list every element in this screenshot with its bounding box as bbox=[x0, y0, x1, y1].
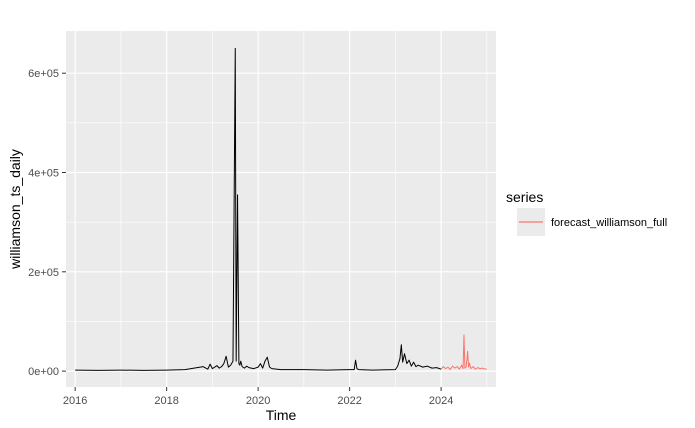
x-tick-label: 2024 bbox=[429, 395, 453, 407]
plot-panel bbox=[66, 31, 496, 387]
major-gridlines bbox=[66, 31, 496, 387]
y-tick-label: 4e+05 bbox=[28, 168, 59, 180]
y-tick-label: 6e+05 bbox=[28, 68, 59, 80]
legend-title: series bbox=[506, 189, 543, 205]
y-tick-label: 2e+05 bbox=[28, 267, 59, 279]
legend-entry-label: forecast_williamson_full bbox=[551, 217, 667, 229]
y-tick-label: 0e+00 bbox=[28, 366, 59, 378]
x-tick-label: 2020 bbox=[246, 395, 270, 407]
series-layer bbox=[75, 47, 487, 371]
forecast-series-line bbox=[440, 334, 487, 371]
x-axis-title: Time bbox=[266, 407, 297, 423]
y-axis-ticks: 0e+00 2e+05 4e+05 6e+05 bbox=[28, 68, 66, 378]
legend: series forecast_williamson_full bbox=[506, 189, 667, 236]
minor-gridlines bbox=[66, 31, 496, 387]
x-tick-label: 2018 bbox=[154, 395, 178, 407]
observed-series-line bbox=[75, 47, 442, 371]
x-tick-label: 2022 bbox=[337, 395, 361, 407]
x-tick-label: 2016 bbox=[63, 395, 87, 407]
y-axis-title: williamson_ts_daily bbox=[7, 149, 23, 270]
x-axis-ticks: 2016 2018 2020 2022 2024 bbox=[63, 387, 453, 407]
